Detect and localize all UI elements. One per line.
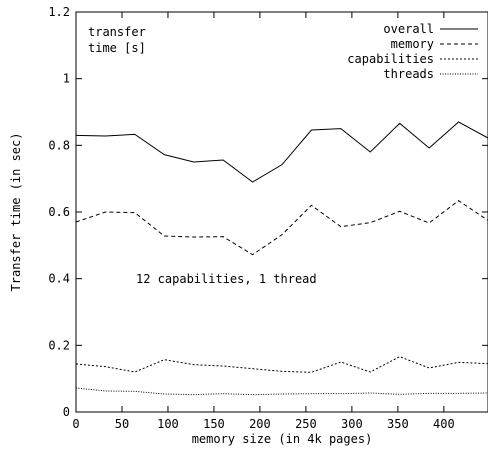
y-tick-label: 0.6 bbox=[48, 205, 70, 219]
legend-label-capabilities: capabilities bbox=[347, 52, 434, 66]
x-tick-label: 250 bbox=[295, 417, 317, 431]
y-axis-label: Transfer time (in sec) bbox=[9, 133, 23, 292]
x-tick-label: 50 bbox=[115, 417, 129, 431]
x-tick-label: 400 bbox=[433, 417, 455, 431]
x-tick-label: 300 bbox=[341, 417, 363, 431]
series-line-capabilities bbox=[75, 356, 488, 373]
y-tick-label: 0.8 bbox=[48, 138, 70, 152]
y-tick-label: 0.2 bbox=[48, 338, 70, 352]
x-tick-label: 350 bbox=[387, 417, 409, 431]
legend-label-overall: overall bbox=[383, 22, 434, 36]
x-axis-label: memory size (in 4k pages) bbox=[192, 432, 373, 446]
series-group bbox=[75, 121, 488, 396]
x-tick-label: 0 bbox=[72, 417, 79, 431]
x-tick-label: 150 bbox=[203, 417, 225, 431]
legend-title-line-2: time [s] bbox=[88, 41, 146, 55]
legend-title-line-1: transfer bbox=[88, 25, 146, 39]
y-tick-label: 1 bbox=[63, 72, 70, 86]
series-line-threads bbox=[75, 387, 488, 396]
annotation-text: 12 capabilities, 1 thread bbox=[136, 272, 317, 286]
x-tick-label: 100 bbox=[157, 417, 179, 431]
ticks-group: 0 50 100 150 200 250 300 350 400 0 0.2 0.4 0.6 0.8 1 1.… bbox=[48, 5, 488, 431]
series-line-memory bbox=[75, 200, 488, 256]
legend-label-threads: threads bbox=[383, 67, 434, 81]
y-tick-label: 0.4 bbox=[48, 272, 70, 286]
series-line-overall bbox=[75, 121, 488, 183]
x-tick-label: 200 bbox=[249, 417, 271, 431]
legend-label-memory: memory bbox=[391, 37, 434, 51]
y-tick-label: 0 bbox=[63, 405, 70, 419]
y-tick-label: 1.2 bbox=[48, 5, 70, 19]
